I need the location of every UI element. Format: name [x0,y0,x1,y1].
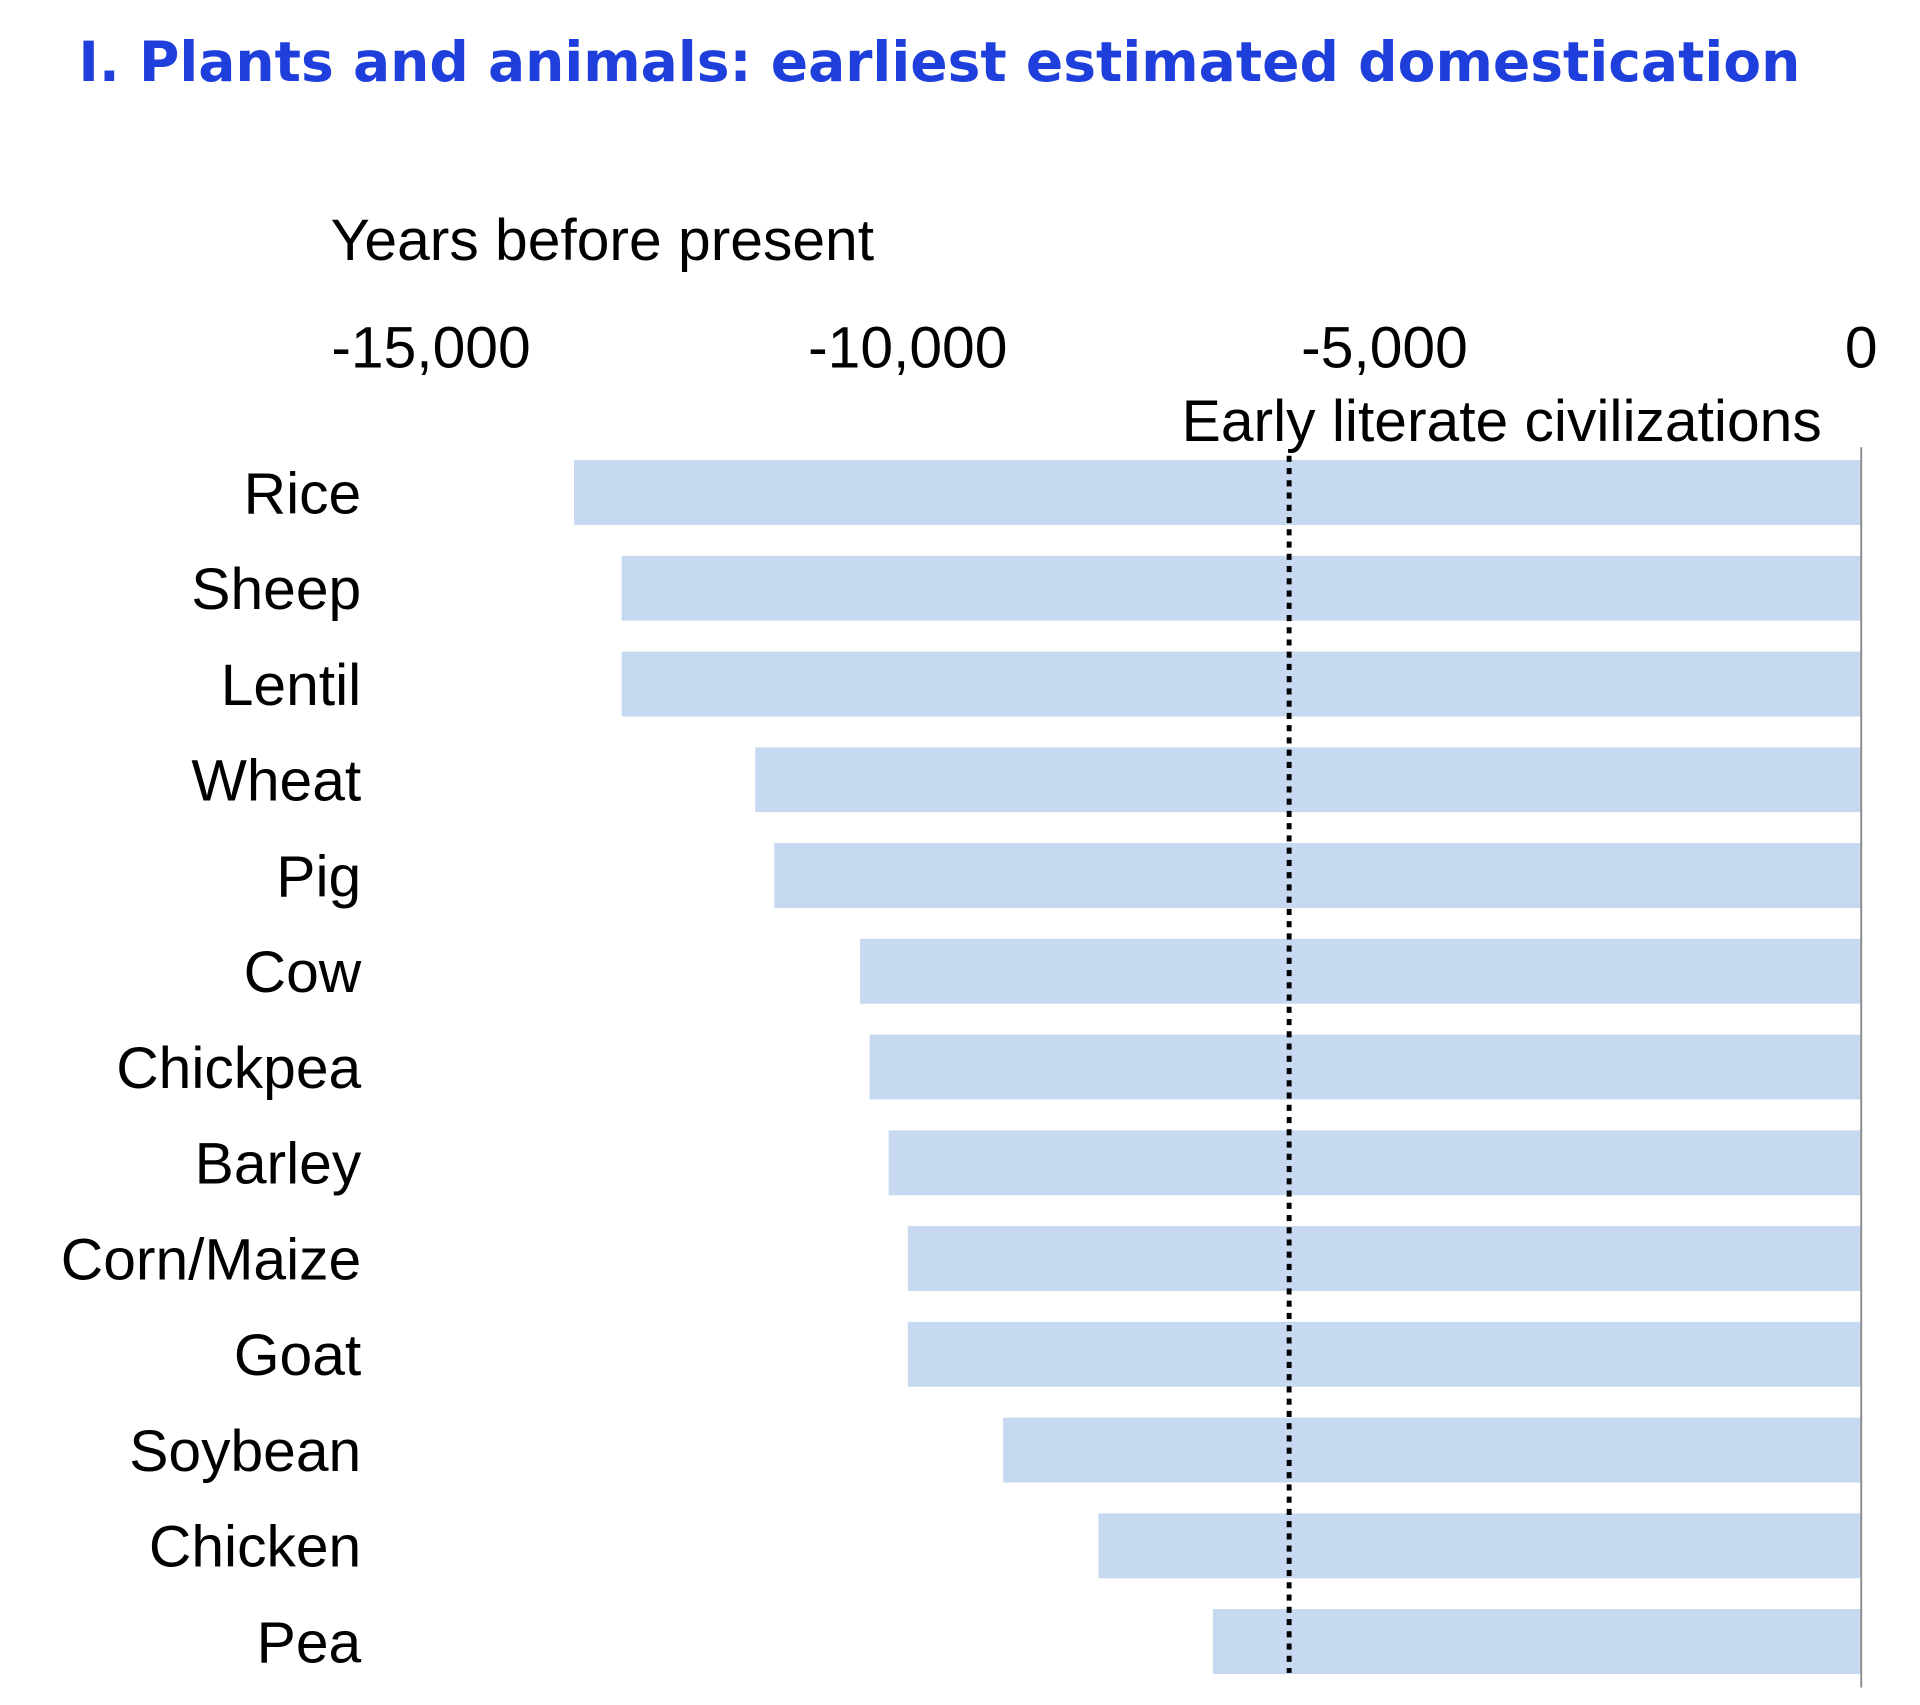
bar-barley [888,1130,1862,1196]
category-label: Goat [234,1323,361,1388]
bar-chickpea [869,1034,1862,1100]
bar-sheep [621,555,1862,621]
category-label: Chicken [149,1515,361,1580]
bar-pig [774,843,1862,908]
bar-wheat [755,747,1862,813]
category-label: Pea [257,1610,362,1675]
x-tick-label: -5,000 [1301,316,1468,381]
bar-rice [574,460,1862,525]
bar-pea [1212,1609,1862,1675]
bar-corn-maize [907,1226,1862,1291]
bar-goat [907,1321,1862,1387]
category-label: Barley [195,1132,362,1197]
bar-cow [860,938,1862,1004]
category-label: Pig [276,844,361,909]
reference-line-label: Early literate civilizations [1182,389,1822,454]
x-axis-label: Years before present [331,208,874,273]
bar-lentil [621,651,1862,717]
bar-soybean [1003,1417,1862,1483]
category-label: Cow [244,940,362,1005]
bar-chicken [1098,1513,1862,1579]
category-label: Lentil [221,653,362,718]
category-label: Corn/Maize [61,1227,361,1292]
category-label: Chickpea [116,1036,361,1101]
chart-title: I. Plants and animals: earliest estimate… [78,30,1800,94]
x-tick-label: 0 [1845,316,1878,381]
category-label: Sheep [191,557,361,622]
category-label: Wheat [191,749,361,814]
category-label: Rice [244,461,362,526]
x-tick-label: -15,000 [331,316,530,381]
category-label: Soybean [129,1419,361,1484]
x-tick-label: -10,000 [808,316,1007,381]
